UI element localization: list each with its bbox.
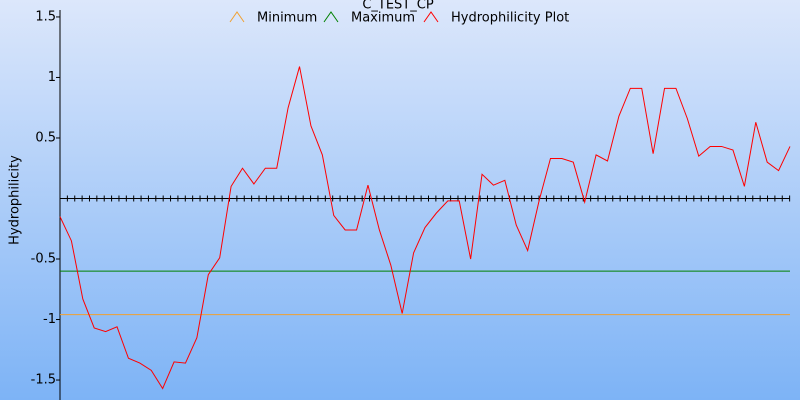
legend-icon xyxy=(323,11,339,23)
legend-label: Maximum xyxy=(351,11,415,26)
legend-icon xyxy=(423,11,439,23)
y-tick-label: 0.5 xyxy=(35,130,56,145)
legend-icon xyxy=(229,11,245,23)
legend-label: Minimum xyxy=(257,11,317,26)
y-tick-label: 1 xyxy=(48,70,56,85)
y-axis-label: Hydrophilicity xyxy=(8,155,23,245)
series-line xyxy=(59,66,791,390)
y-tick-label: -1 xyxy=(43,312,56,327)
y-tick-label: -0.5 xyxy=(31,252,56,267)
chart-title: C_TEST_CP xyxy=(362,0,434,13)
y-tick-label: 1.5 xyxy=(35,9,56,24)
y-tick-label: -1.5 xyxy=(31,373,56,388)
legend-label: Hydrophilicity Plot xyxy=(451,11,569,26)
